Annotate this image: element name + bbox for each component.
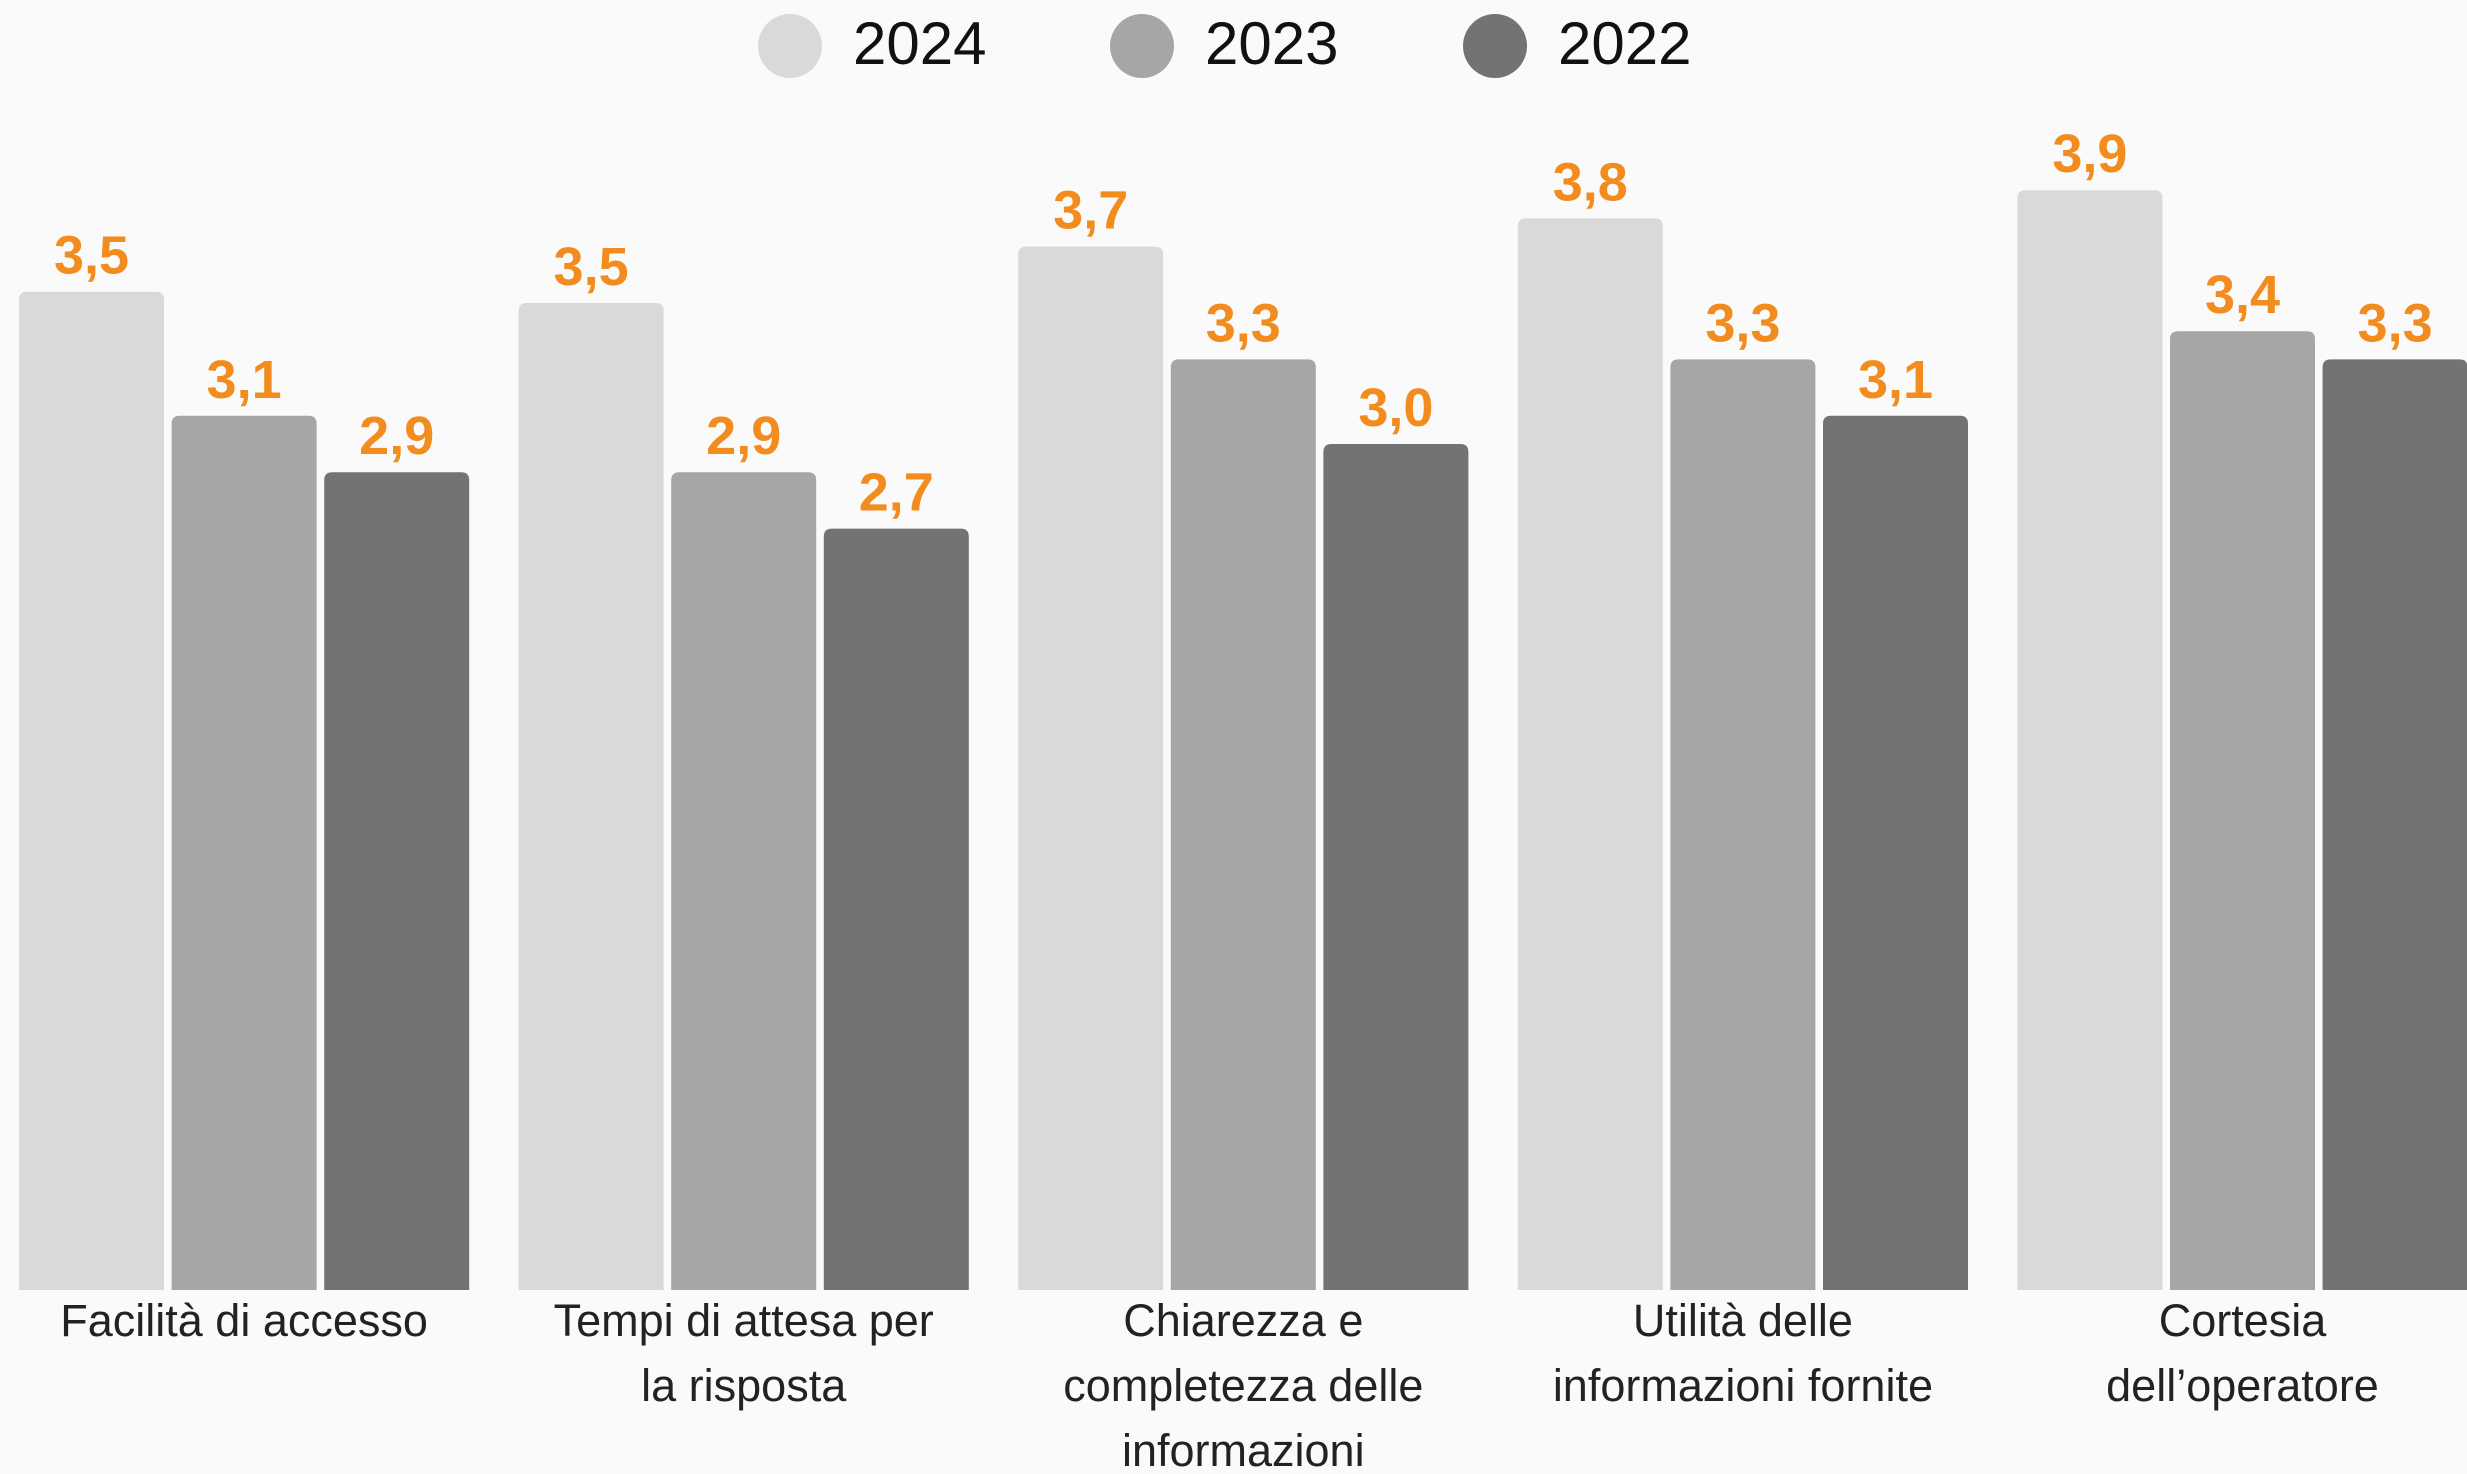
bar	[1018, 246, 1164, 1291]
value-label: 3,3	[2358, 293, 2433, 353]
bar	[171, 415, 317, 1290]
category-label: Chiarezza e	[1123, 1295, 1363, 1346]
category-label: Cortesia	[2159, 1295, 2328, 1346]
value-label: 3,8	[1553, 152, 1628, 212]
category-label: informazioni	[1122, 1425, 1365, 1474]
value-label: 3,4	[2205, 265, 2280, 325]
bar	[823, 528, 969, 1290]
legend-label: 2022	[1558, 10, 1691, 77]
bar	[671, 472, 817, 1290]
category-label: informazioni fornite	[1553, 1360, 1933, 1411]
bar	[19, 291, 164, 1291]
bar	[1670, 359, 1816, 1290]
value-label: 3,3	[1705, 293, 1780, 353]
value-label: 3,7	[1053, 181, 1128, 241]
bar	[2017, 190, 2163, 1291]
value-label: 3,9	[2052, 124, 2127, 184]
category-label: la risposta	[641, 1360, 847, 1411]
value-label: 2,7	[859, 463, 934, 523]
legend-label: 2024	[853, 10, 986, 77]
legend-marker	[1463, 14, 1527, 78]
legend-label: 2023	[1205, 10, 1338, 77]
value-label: 3,3	[1206, 293, 1281, 353]
category-label: completezza delle	[1063, 1360, 1423, 1411]
bar	[2170, 331, 2315, 1290]
bar	[1517, 218, 1663, 1290]
legend-marker	[1110, 14, 1174, 78]
value-label: 2,9	[359, 406, 434, 466]
legend-marker	[758, 14, 822, 78]
bar	[518, 303, 664, 1290]
bar	[1823, 415, 1968, 1290]
category-label: dell’operatore	[2106, 1360, 2379, 1411]
category-label: Facilità di accesso	[60, 1295, 428, 1346]
category-label: Tempi di attesa per	[554, 1295, 934, 1346]
bar	[1323, 444, 1469, 1290]
value-label: 3,5	[554, 237, 629, 297]
value-label: 3,5	[54, 226, 129, 286]
category-label: Utilità delle	[1633, 1295, 1853, 1346]
value-label: 3,1	[207, 350, 282, 410]
value-label: 3,0	[1358, 378, 1433, 438]
bar	[324, 472, 470, 1290]
value-label: 2,9	[706, 406, 781, 466]
bar	[1170, 359, 1316, 1290]
value-label: 3,1	[1858, 350, 1933, 410]
bar	[2322, 359, 2467, 1290]
